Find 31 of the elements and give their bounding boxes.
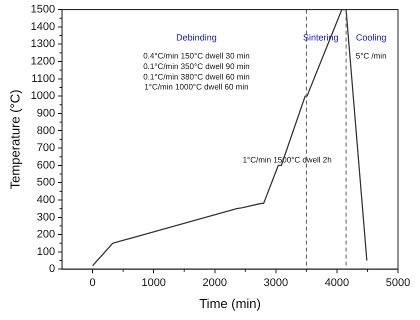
y-tick-label: 1200	[30, 56, 56, 68]
y-tick-label: 900	[36, 107, 56, 120]
y-tick-label: 700	[36, 142, 56, 154]
x-tick-label: 1000	[141, 276, 166, 289]
y-tick-label: 800	[36, 124, 56, 137]
y-tick-label: 0	[48, 263, 56, 276]
y-axis-title: Temperature (°C)	[7, 89, 22, 190]
x-axis-title: Time (min)	[199, 296, 261, 311]
y-tick-label: 1300	[30, 38, 56, 50]
annotation: 1°C/min 1000°C dwell 60 min	[144, 82, 249, 92]
x-tick-label: 3000	[264, 276, 288, 289]
y-tick-label: 500	[36, 176, 56, 189]
annotation: 0.1°C/min 350°C dwell 90 min	[143, 62, 250, 71]
annotation: Debinding	[176, 32, 217, 43]
x-tick-label: 0	[90, 276, 96, 289]
y-tick-label: 100	[36, 246, 56, 258]
annotation: 5°C /min	[356, 52, 387, 61]
y-tick-label: 1400	[30, 20, 56, 33]
y-tick-label: 1100	[31, 72, 56, 85]
y-tick-label: 1500	[30, 4, 56, 16]
annotation: Cooling	[356, 32, 386, 43]
annotation: 0.4°C/min 150°C dwell 30 min	[143, 52, 250, 61]
y-tick-label: 600	[36, 159, 56, 172]
annotation: 0.1°C/min 380°C dwell 60 min	[143, 72, 250, 82]
y-tick-label: 200	[36, 228, 56, 241]
y-tick-label: 1000	[30, 90, 56, 102]
x-tick-label: 4000	[324, 276, 350, 289]
x-tick-label: 5000	[386, 276, 410, 289]
y-tick-label: 300	[36, 211, 56, 224]
x-tick-label: 2000	[202, 276, 228, 289]
y-tick-label: 400	[36, 194, 56, 206]
